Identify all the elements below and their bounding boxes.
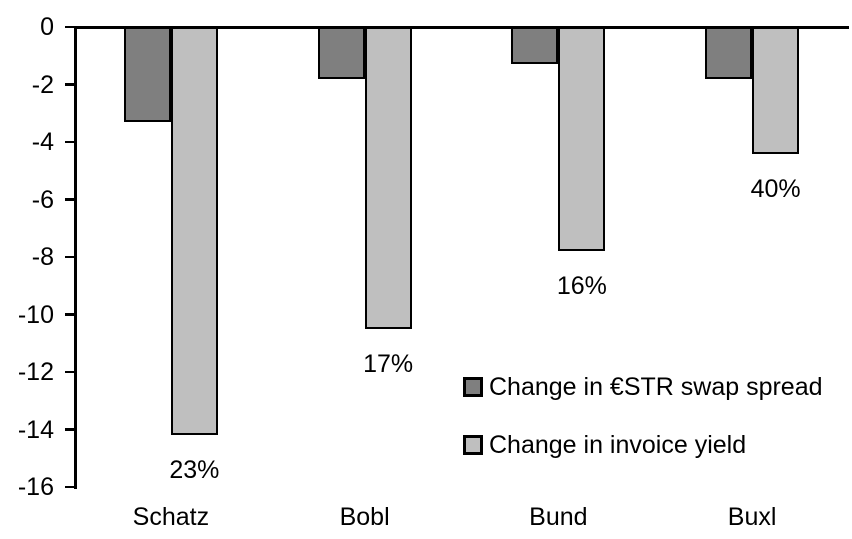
bar-bobl-series1 (317, 27, 365, 79)
legend-item: Change in invoice yield (463, 432, 746, 458)
bar-buxl-series2 (752, 27, 800, 154)
y-tick-label: -12 (17, 358, 54, 386)
y-tick-label: -14 (17, 415, 54, 444)
bar-bobl-series2 (364, 27, 412, 329)
y-tick-mark (65, 428, 74, 431)
y-tick-mark (65, 83, 74, 86)
y-tick-mark (65, 25, 74, 29)
bar-buxl-series1 (705, 27, 753, 79)
y-tick-label: -8 (31, 243, 54, 271)
bar-schatz-series2 (170, 27, 218, 436)
y-tick-label: -10 (17, 300, 54, 329)
x-axis-label-schatz: Schatz (132, 503, 210, 531)
y-tick-label: -16 (17, 473, 54, 501)
x-axis-zero-line (74, 25, 849, 29)
y-tick-label: -4 (31, 128, 54, 156)
bar-bund-series2 (558, 27, 606, 252)
y-tick-mark (65, 140, 74, 144)
legend-item: Change in €STR swap spread (463, 374, 823, 400)
bar-value-label: 23% (169, 456, 220, 485)
x-axis-label-bobl: Bobl (339, 503, 390, 531)
legend-label: Change in invoice yield (489, 431, 747, 459)
bar-value-label: 16% (556, 272, 607, 301)
y-tick-mark (65, 370, 74, 374)
y-tick-mark (65, 485, 74, 489)
y-tick-label: -2 (31, 70, 54, 99)
y-tick-mark (65, 313, 74, 316)
bar-schatz-series1 (123, 27, 171, 122)
bar-value-label: 40% (750, 174, 801, 203)
y-tick-label: -6 (31, 185, 54, 214)
y-axis-line (74, 25, 77, 489)
x-axis-label-bund: Bund (529, 503, 588, 531)
bar-value-label: 17% (363, 349, 414, 378)
legend-marker-icon (463, 377, 483, 397)
y-tick-mark (65, 198, 74, 201)
y-tick-mark (65, 255, 74, 259)
legend-label: Change in €STR swap spread (489, 373, 823, 401)
y-tick-label: 0 (40, 13, 54, 41)
legend-marker-icon (463, 435, 483, 455)
bar-bund-series1 (511, 27, 559, 65)
x-axis-label-buxl: Buxl (727, 503, 777, 531)
